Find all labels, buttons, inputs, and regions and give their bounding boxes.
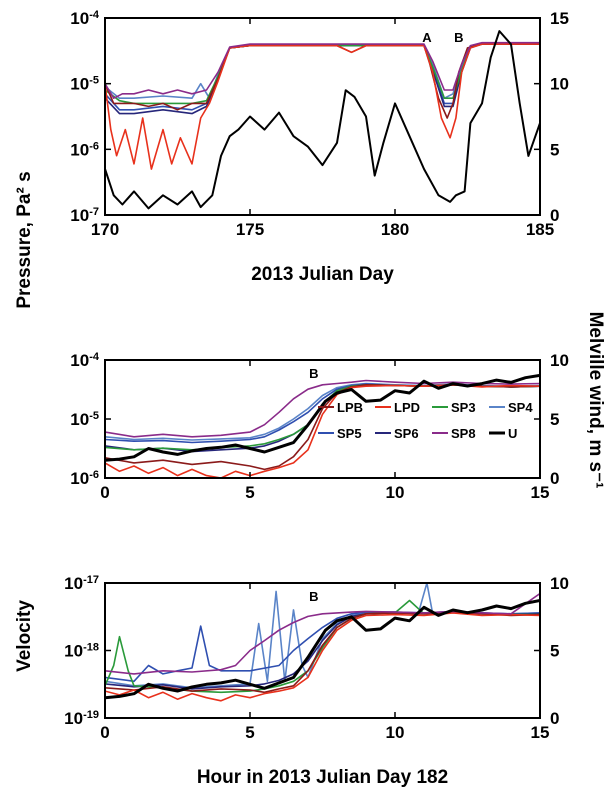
x-tick-label: 5 [245, 483, 254, 502]
series-u-line [105, 373, 540, 462]
series-sp5-line [105, 43, 540, 111]
x-tick-label: 0 [100, 483, 109, 502]
series-sp3-line [105, 43, 540, 105]
y-right-tick-label: 10 [550, 75, 569, 94]
annotation-b: B [454, 30, 463, 45]
x-tick-label: 0 [100, 723, 109, 742]
y-left-tick-label: 10-4 [70, 9, 100, 28]
x-tick-label: 180 [381, 220, 409, 239]
y-left-tick-label: 10-19 [64, 709, 99, 728]
legend: LPB LPD SP3 SP4 SP5 SP6 SP8 U [318, 400, 533, 441]
legend-label-sp3: SP3 [451, 400, 476, 415]
y-left-tick-label: 10-7 [70, 206, 99, 225]
annotation-b: B [309, 366, 318, 381]
legend-label-sp5: SP5 [337, 426, 362, 441]
y-left-tick-label: 10-5 [70, 410, 99, 429]
y-right-tick-label: 10 [550, 351, 569, 370]
legend-label-lpb: LPB [337, 400, 363, 415]
y-right-tick-label: 10 [550, 574, 569, 593]
x-tick-label: 175 [236, 220, 264, 239]
x-axis-label: Hour in 2013 Julian Day 182 [197, 767, 448, 788]
x-tick-label: 5 [245, 723, 254, 742]
y-right-tick-label: 0 [550, 206, 559, 225]
series-lpb-line [105, 43, 540, 119]
series-sp8-line [105, 41, 540, 99]
legend-label-sp6: SP6 [394, 426, 419, 441]
x-tick-label: 10 [386, 483, 405, 502]
x-tick-label: 170 [91, 220, 119, 239]
panel-top: 170 175 180 185 10-7 10-6 10-5 10-4 0 5 10 15 A B 2013… [70, 9, 569, 285]
annotation-a: A [422, 30, 432, 45]
y-right-tick-label: 15 [550, 9, 569, 28]
y-right-tick-label: 0 [550, 709, 559, 728]
ylabel-pressure: Pressure, Pa² s [14, 171, 35, 308]
y-left-tick-label: 10-18 [64, 642, 99, 661]
series-sp8-line [105, 379, 540, 438]
annotation-b: B [309, 589, 318, 604]
y-left-tick-label: 10-6 [70, 469, 99, 488]
series-u-line [105, 30, 540, 210]
plot-frame [104, 17, 541, 216]
panel-middle: 0 5 10 15 10-6 10-5 10-4 0 5 10 B LPB LPD SP3 SP4 SP5 SP… [70, 351, 569, 502]
series-sp8-line [105, 592, 540, 675]
y-left-tick-label: 10-17 [64, 574, 99, 593]
y-right-tick-label: 5 [550, 140, 559, 159]
series-lpd-line [105, 43, 540, 170]
y-right-tick-label: 5 [550, 410, 559, 429]
series-sp4-line [105, 43, 540, 99]
legend-label-sp8: SP8 [451, 426, 476, 441]
panel-bottom: 0 5 10 15 10-19 10-18 10-17 0 5 10 B Hour in 2013 J… [64, 574, 569, 788]
legend-label-u: U [508, 426, 517, 441]
x-tick-label: 185 [526, 220, 554, 239]
series-lpd-line [105, 612, 540, 702]
series-lpb-line [105, 611, 540, 694]
y-right-tick-label: 0 [550, 469, 559, 488]
y-left-tick-label: 10-6 [70, 140, 99, 159]
x-tick-label: 15 [531, 483, 550, 502]
ylabel-melville-wind: Melville wind, m s⁻¹ [585, 312, 606, 489]
series-lpd-line [105, 383, 540, 478]
series-u-line [105, 599, 540, 700]
x-tick-label: 15 [531, 723, 550, 742]
x-tick-label: 10 [386, 723, 405, 742]
legend-label-sp4: SP4 [508, 400, 533, 415]
ylabel-velocity: Velocity [14, 600, 35, 672]
y-left-tick-label: 10-4 [70, 351, 100, 370]
panels: 170 175 180 185 10-7 10-6 10-5 10-4 0 5 10 15 A B 2013… [64, 9, 569, 788]
legend-label-lpd: LPD [394, 400, 420, 415]
y-left-tick-label: 10-5 [70, 75, 99, 94]
y-right-tick-label: 5 [550, 642, 559, 661]
plot-frame [104, 359, 541, 479]
x-axis-label: 2013 Julian Day [251, 264, 394, 285]
